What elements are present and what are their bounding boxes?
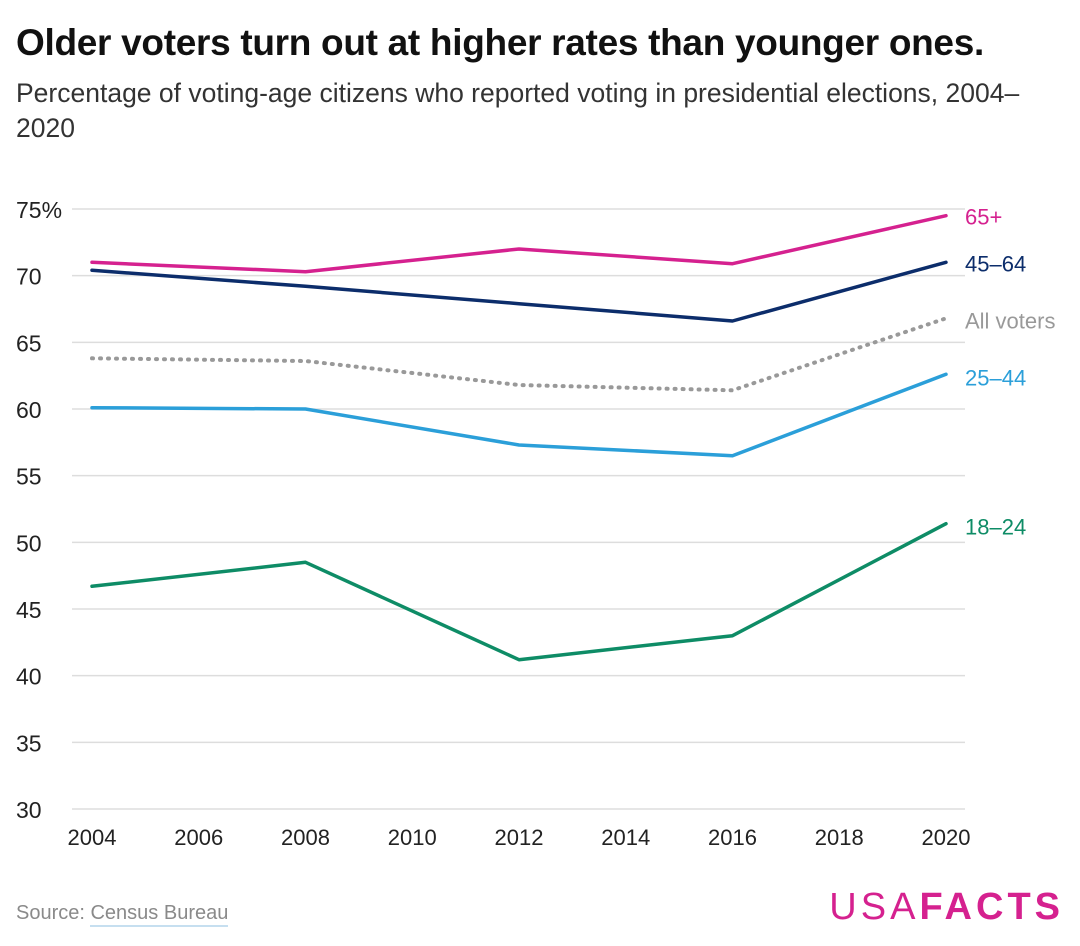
- y-tick-label: 55: [16, 464, 42, 490]
- gridlines: [72, 208, 965, 810]
- series-label: 45–64: [965, 251, 1026, 276]
- logo-facts: FACTS: [919, 886, 1064, 928]
- y-tick-label: 30: [16, 797, 42, 823]
- y-tick-label: 75%: [16, 197, 62, 223]
- y-tick-label: 40: [16, 664, 42, 690]
- y-tick-label: 50: [16, 530, 42, 556]
- series-line: [90, 260, 948, 323]
- y-tick-label: 35: [16, 730, 42, 756]
- series-label: 18–24: [965, 515, 1026, 540]
- y-axis-ticks: 75% 70 65 60 55 50 45 40 35 30: [16, 197, 62, 823]
- series-line: [90, 521, 948, 662]
- series-labels: 65+ 45–64 All voters 25–44 18–24: [965, 205, 1055, 540]
- x-tick-label: 2006: [174, 825, 223, 850]
- usafacts-logo[interactable]: USAFACTS: [829, 886, 1064, 929]
- x-tick-label: 2004: [68, 825, 117, 850]
- x-tick-label: 2018: [815, 825, 864, 850]
- x-tick-label: 2020: [922, 825, 971, 850]
- x-tick-label: 2012: [495, 825, 544, 850]
- logo-usa: USA: [829, 886, 920, 928]
- source-link[interactable]: Census Bureau: [90, 902, 229, 927]
- y-tick-label: 65: [16, 330, 42, 356]
- y-tick-label: 60: [16, 397, 42, 423]
- series-label: 65+: [965, 205, 1002, 230]
- x-tick-label: 2008: [281, 825, 330, 850]
- x-tick-label: 2016: [708, 825, 757, 850]
- series-label: 25–44: [965, 365, 1026, 390]
- source-prefix: Source:: [16, 902, 91, 924]
- chart-subtitle: Percentage of voting-age citizens who re…: [16, 78, 1020, 143]
- source-note: Source: Census Bureau: [16, 902, 229, 927]
- series-lines: [90, 213, 948, 662]
- x-tick-label: 2010: [388, 825, 437, 850]
- series-label: All voters: [965, 308, 1055, 333]
- series-line: [90, 316, 948, 393]
- x-axis-ticks: 2004 2006 2008 2010 2012 2014 2016 2018 2020: [68, 825, 971, 850]
- series-line: [90, 213, 948, 274]
- x-tick-label: 2014: [601, 825, 650, 850]
- series-line: [90, 372, 948, 458]
- y-tick-label: 45: [16, 597, 42, 623]
- y-tick-label: 70: [16, 264, 42, 290]
- chart-title: Older voters turn out at higher rates th…: [16, 22, 984, 63]
